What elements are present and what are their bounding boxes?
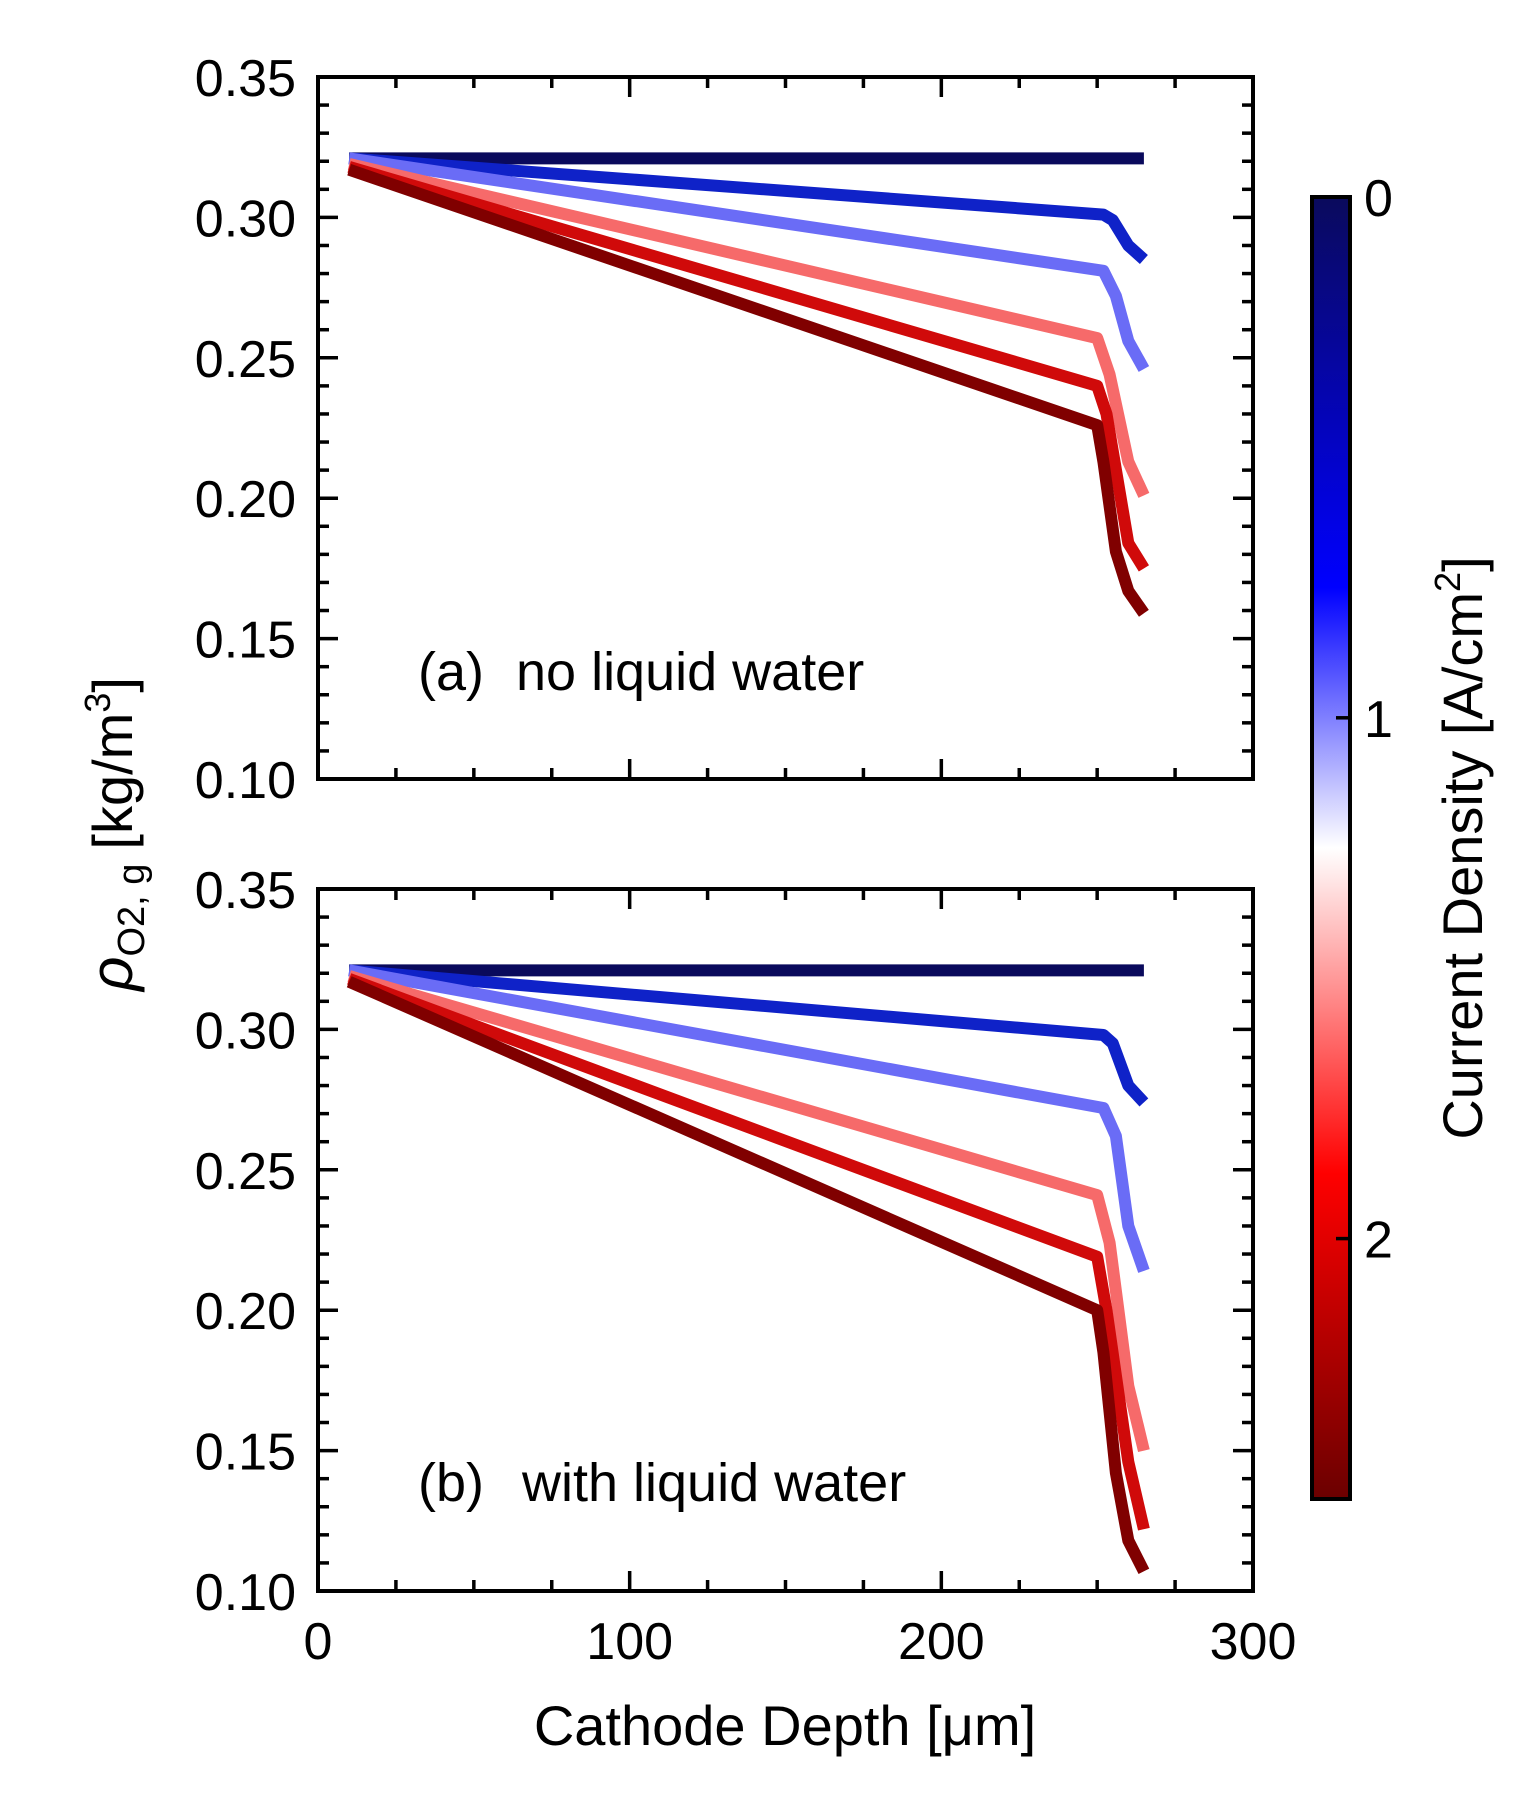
panel-a-frame [316,75,1255,781]
panel-b-annotation: with liquid water [521,1453,906,1513]
y-tick-label: 0.25 [195,331,296,389]
panel-b-label: (b) [418,1453,484,1513]
panel-b-xtick-labels: 0 100 200 300 [304,1613,1297,1671]
panel-a-series [347,152,1150,617]
colorbar-gradient [1310,195,1352,1501]
x-tick-label: 100 [586,1613,673,1671]
y-tick-label: 0.35 [195,50,296,108]
y-tick-label: 0.10 [195,752,296,810]
colorbar-ticks [1336,195,1350,1241]
y-tick-label: 0.35 [195,862,296,920]
colorbar-label-sup: 2 [1427,572,1468,592]
colorbar: 012 Current Density [A/cm2] [1310,170,1494,1501]
panel-a-label: (a) [418,642,484,702]
y-tick-label: 0.25 [195,1143,296,1201]
y-tick-label: 0.10 [195,1564,296,1622]
colorbar-label: Current Density [A/cm2] [1427,556,1494,1139]
panel-b-ytick-labels: 0.10 0.15 0.20 0.25 0.30 0.35 [195,862,296,1622]
panel-b-frame [316,887,1255,1593]
colorbar-tick-label: 1 [1364,691,1393,749]
series-line-3 [348,964,1150,1273]
y-tick-label: 0.15 [195,612,296,670]
panel-a: 0.10 0.15 0.20 0.25 0.30 0.35 (a) no liquid w… [195,50,1255,810]
y-axis-symbol: ρ [78,957,145,993]
x-tick-label: 0 [304,1613,333,1671]
panel-a-annotation: no liquid water [516,642,864,702]
y-tick-label: 0.20 [195,471,296,529]
panel-a-ytick-labels: 0.10 0.15 0.20 0.25 0.30 0.35 [195,50,296,810]
series-line-6 [347,164,1149,617]
colorbar-label-text: Current Density [A/cm [1431,592,1494,1140]
y-tick-label: 0.30 [195,190,296,248]
colorbar-tick-label: 0 [1364,170,1393,228]
x-tick-label: 300 [1210,1613,1297,1671]
panel-b-series [346,964,1150,1575]
y-axis-subscript: O2, g [111,864,153,957]
series-line-6 [346,976,1150,1575]
x-tick-label: 200 [898,1613,985,1671]
series-line-5 [347,161,1150,572]
y-tick-label: 0.20 [195,1283,296,1341]
series-line-3 [348,152,1150,372]
y-tick-label: 0.30 [195,1002,296,1060]
y-axis-unit-sup: 3 [77,693,118,713]
series-line-2 [348,964,1149,1107]
colorbar-label-close: ] [1431,556,1494,572]
colorbar-tick-label: 2 [1364,1212,1393,1270]
y-axis-unit-close: ] [81,677,144,693]
x-axis-label: Cathode Depth [μm] [534,1694,1036,1757]
series-line-4 [347,158,1150,498]
y-tick-label: 0.15 [195,1424,296,1482]
series-line-2 [348,152,1148,264]
panel-b: 0.100.150.200.250.300.35 0 100 200 300 (b) … [195,862,1297,1671]
colorbar-tick-labels: 0 1 2 [1364,170,1393,1270]
y-axis-label: ρO2, g [kg/m3] [77,677,153,993]
series-line-4 [347,970,1150,1453]
y-axis-unit-open: [kg/m [81,713,144,850]
series-line-5 [347,973,1150,1531]
